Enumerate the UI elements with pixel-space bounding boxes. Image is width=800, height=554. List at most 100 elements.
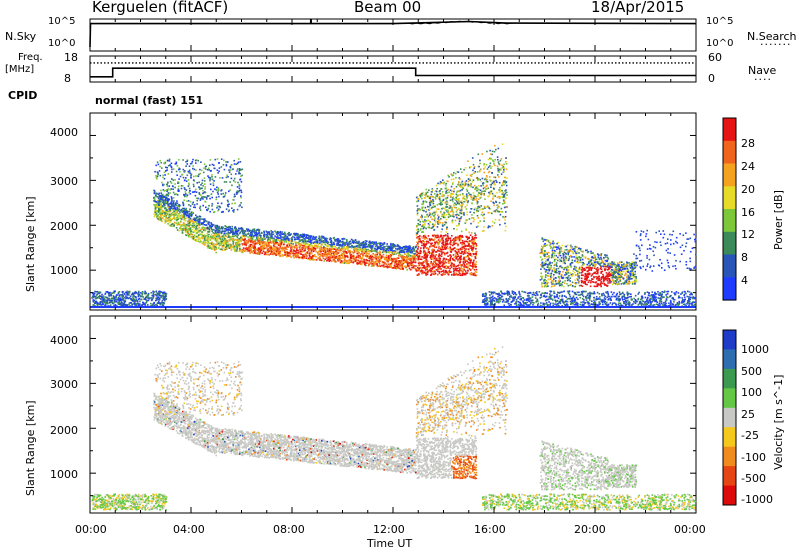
- radar-echo: [210, 188, 212, 191]
- radar-echo: [224, 230, 226, 233]
- radar-echo: [164, 213, 166, 215]
- radar-echo: [222, 239, 224, 242]
- radar-echo: [211, 235, 214, 238]
- radar-echo: [210, 245, 212, 248]
- radar-echo: [267, 250, 269, 253]
- radar-echo: [337, 241, 339, 243]
- radar-echo: [223, 195, 226, 198]
- radar-echo: [282, 236, 285, 239]
- radar-echo: [234, 202, 236, 205]
- radar-echo: [308, 236, 310, 238]
- radar-echo: [360, 249, 362, 252]
- radar-echo: [444, 243, 447, 245]
- radar-echo: [191, 236, 193, 238]
- radar-echo: [209, 242, 211, 245]
- radar-echo: [263, 246, 266, 248]
- radar-echo: [260, 245, 262, 248]
- radar-echo: [226, 241, 229, 243]
- radar-echo: [216, 158, 219, 160]
- radar-echo: [354, 260, 357, 263]
- radar-echo: [483, 205, 486, 208]
- radar-echo: [192, 179, 195, 181]
- radar-echo: [475, 250, 478, 253]
- radar-echo: [358, 246, 361, 249]
- radar-echo: [425, 272, 427, 275]
- radar-echo: [404, 253, 406, 255]
- radar-echo: [203, 183, 206, 185]
- radar-echo: [320, 241, 322, 243]
- radar-echo: [421, 244, 423, 247]
- radar-echo: [439, 248, 442, 251]
- radar-echo: [438, 272, 441, 274]
- radar-echo: [238, 205, 241, 207]
- radar-echo: [366, 262, 368, 264]
- radar-echo: [443, 262, 445, 264]
- radar-echo: [453, 190, 455, 193]
- radar-echo: [220, 248, 222, 251]
- radar-echo: [286, 235, 289, 238]
- radar-echo: [202, 227, 205, 229]
- radar-echo: [218, 167, 221, 169]
- radar-echo: [318, 247, 321, 250]
- radar-echo: [188, 183, 190, 186]
- radar-echo: [461, 268, 463, 270]
- radar-echo: [220, 232, 223, 234]
- radar-echo: [206, 239, 209, 241]
- radar-echo: [445, 267, 447, 270]
- radar-echo: [358, 256, 361, 258]
- radar-echo: [306, 242, 309, 244]
- radar-echo: [466, 236, 469, 239]
- radar-echo: [172, 185, 174, 188]
- radar-echo: [350, 253, 353, 256]
- radar-echo: [386, 243, 388, 245]
- radar-echo: [218, 205, 220, 208]
- frequency-trace: [90, 67, 696, 78]
- radar-echo: [226, 244, 228, 247]
- radar-echo: [432, 198, 434, 201]
- radar-echo: [417, 244, 419, 246]
- radar-echo: [355, 249, 357, 252]
- radar-echo: [224, 228, 227, 230]
- radar-echo: [236, 192, 239, 194]
- radar-echo: [176, 194, 179, 196]
- radar-echo: [466, 252, 469, 254]
- radar-echo: [370, 262, 373, 264]
- radar-echo: [203, 180, 206, 182]
- radar-echo: [287, 246, 290, 248]
- radar-echo: [172, 202, 175, 205]
- radar-echo: [178, 214, 180, 217]
- radar-echo: [271, 253, 273, 255]
- radar-echo: [430, 193, 433, 196]
- radar-echo: [277, 253, 279, 256]
- radar-echo: [473, 166, 476, 168]
- radar-echo: [226, 233, 229, 236]
- radar-echo: [156, 175, 159, 178]
- radar-echo: [372, 256, 375, 259]
- radar-echo: [385, 251, 388, 254]
- radar-echo: [395, 265, 397, 268]
- radar-echo: [498, 195, 500, 198]
- radar-echo: [406, 255, 408, 258]
- radar-echo: [301, 248, 304, 251]
- radar-echo: [384, 250, 387, 252]
- radar-echo: [379, 265, 382, 268]
- radar-echo: [346, 255, 349, 258]
- radar-echo: [224, 234, 227, 237]
- radar-echo: [398, 251, 401, 253]
- radar-echo: [272, 241, 274, 244]
- radar-echo: [424, 246, 427, 248]
- radar-echo: [302, 255, 304, 257]
- radar-echo: [259, 234, 261, 237]
- radar-echo: [414, 254, 416, 257]
- radar-echo: [455, 254, 457, 257]
- radar-echo: [199, 209, 202, 211]
- radar-echo: [160, 203, 162, 205]
- radar-echo: [246, 230, 249, 232]
- radar-echo: [208, 169, 211, 171]
- radar-echo: [205, 196, 208, 199]
- radar-echo: [279, 237, 281, 239]
- radar-echo: [446, 236, 449, 239]
- radar-echo: [215, 196, 218, 199]
- radar-echo: [437, 273, 439, 276]
- radar-echo: [364, 244, 367, 246]
